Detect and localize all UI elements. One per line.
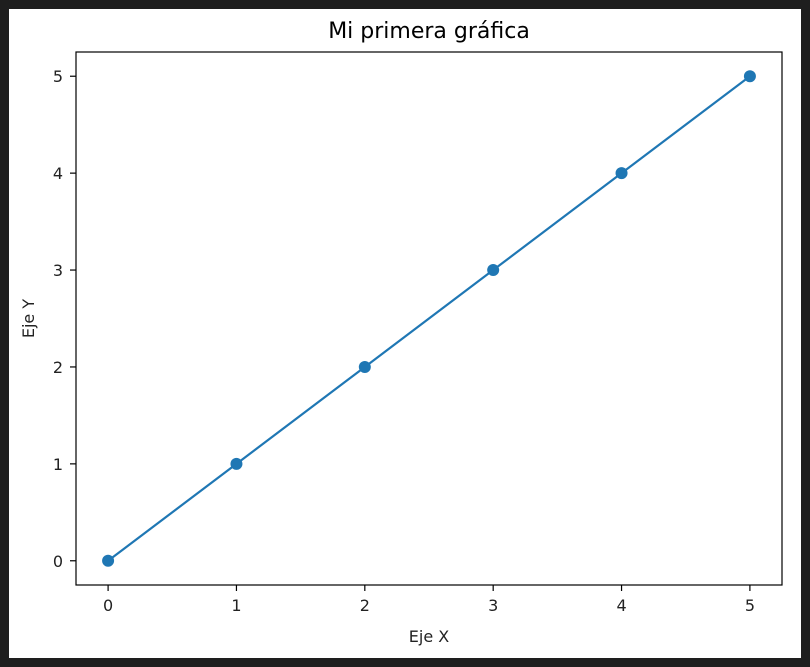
- data-point-marker: [102, 554, 115, 567]
- x-tick-label: 3: [488, 596, 498, 615]
- data-point-marker: [615, 167, 628, 180]
- x-axis-ticks: 0 1 2 3 4 5: [103, 585, 755, 615]
- x-tick-label: 1: [231, 596, 241, 615]
- chart-figure: Mi primera gráfica 0 1 2 3 4 5 0 1 2 3 4 5 Eje X E…: [9, 9, 801, 658]
- y-tick-label: 1: [53, 455, 63, 474]
- data-point-marker: [743, 70, 756, 83]
- series-line: [107, 75, 751, 562]
- y-axis-ticks: 0 1 2 3 4 5: [53, 67, 76, 571]
- x-tick-label: 2: [360, 596, 370, 615]
- data-point-marker: [487, 264, 500, 277]
- y-tick-label: 3: [53, 261, 63, 280]
- y-tick-label: 5: [53, 67, 63, 86]
- x-tick-label: 5: [745, 596, 755, 615]
- series-layer: [102, 70, 756, 567]
- y-tick-label: 2: [53, 358, 63, 377]
- y-axis-label: Eje Y: [19, 299, 38, 338]
- x-tick-label: 4: [616, 596, 626, 615]
- x-axis-label: Eje X: [409, 627, 449, 646]
- chart-canvas: Mi primera gráfica 0 1 2 3 4 5 0 1 2 3 4 5 Eje X E…: [19, 19, 783, 646]
- data-point-marker: [358, 360, 371, 373]
- chart-title: Mi primera gráfica: [328, 19, 530, 44]
- plot-area-frame: [75, 51, 783, 586]
- data-point-marker: [230, 457, 243, 470]
- y-tick-label: 0: [53, 552, 63, 571]
- y-tick-label: 4: [53, 164, 63, 183]
- x-tick-label: 0: [103, 596, 113, 615]
